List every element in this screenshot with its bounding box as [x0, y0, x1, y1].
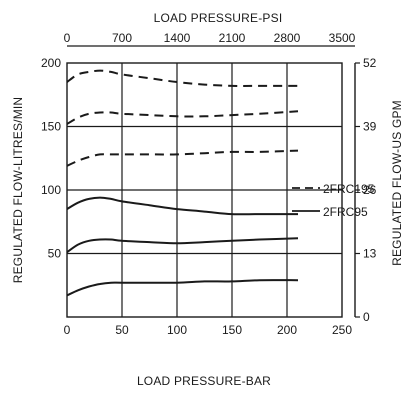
grid — [67, 63, 342, 317]
series-layer — [66, 69, 299, 297]
y-right-axis-title: REGULATED FLOW-US GPM — [390, 100, 404, 266]
x-top-tick-label: 0 — [64, 31, 71, 45]
legend-label-2frc95: 2FRC95 — [323, 205, 368, 219]
series-line-2frc95-1 — [66, 196, 298, 216]
x-top-tick-label: 2100 — [219, 31, 246, 45]
y-right-tick-label: 13 — [363, 247, 377, 261]
x-bottom-tick-label: 250 — [332, 323, 352, 337]
x-top-tick-label: 3500 — [329, 31, 356, 45]
series-line-2frc95-2 — [66, 237, 299, 254]
series-line-2frc195-2 — [66, 110, 299, 125]
x-bottom-tick-label: 100 — [167, 323, 187, 337]
legend-label-2frc195: 2FRC195 — [323, 182, 375, 196]
series-line-2frc195-1 — [66, 69, 298, 87]
legend: 2FRC195 2FRC95 — [292, 182, 375, 219]
x-bottom-tick-label: 150 — [222, 323, 242, 337]
y-left-tick-label: 200 — [41, 56, 61, 70]
series-line-2frc195-3 — [66, 149, 299, 167]
y-left-axis-title: REGULATED FLOW-LITRES/MIN — [11, 97, 25, 284]
x-bottom-tick-label: 0 — [64, 323, 71, 337]
y-right-tick-label: 52 — [363, 56, 377, 70]
x-top-tick-label: 700 — [112, 31, 132, 45]
y-left-tick-label: 150 — [41, 120, 61, 134]
ticks-layer: 0 50 100 150 200 250 0 700 1400 2100 2800 3500 50 100… — [41, 31, 377, 337]
y-right-tick-label: 0 — [363, 310, 370, 324]
x-bottom-tick-label: 50 — [115, 323, 129, 337]
x-bottom-axis-title: LOAD PRESSURE-BAR — [137, 374, 271, 388]
x-top-tick-label: 2800 — [274, 31, 301, 45]
y-right-tick-label: 26 — [363, 183, 377, 197]
y-right-tick-label: 39 — [363, 120, 377, 134]
y-left-tick-label: 50 — [48, 247, 62, 261]
series-line-2frc95-3 — [66, 279, 299, 297]
x-top-tick-label: 1400 — [164, 31, 191, 45]
x-bottom-tick-label: 200 — [277, 323, 297, 337]
plot-frame — [66, 62, 343, 318]
y-left-tick-label: 100 — [41, 183, 61, 197]
x-top-axis-title: LOAD PRESSURE-PSI — [154, 11, 283, 25]
